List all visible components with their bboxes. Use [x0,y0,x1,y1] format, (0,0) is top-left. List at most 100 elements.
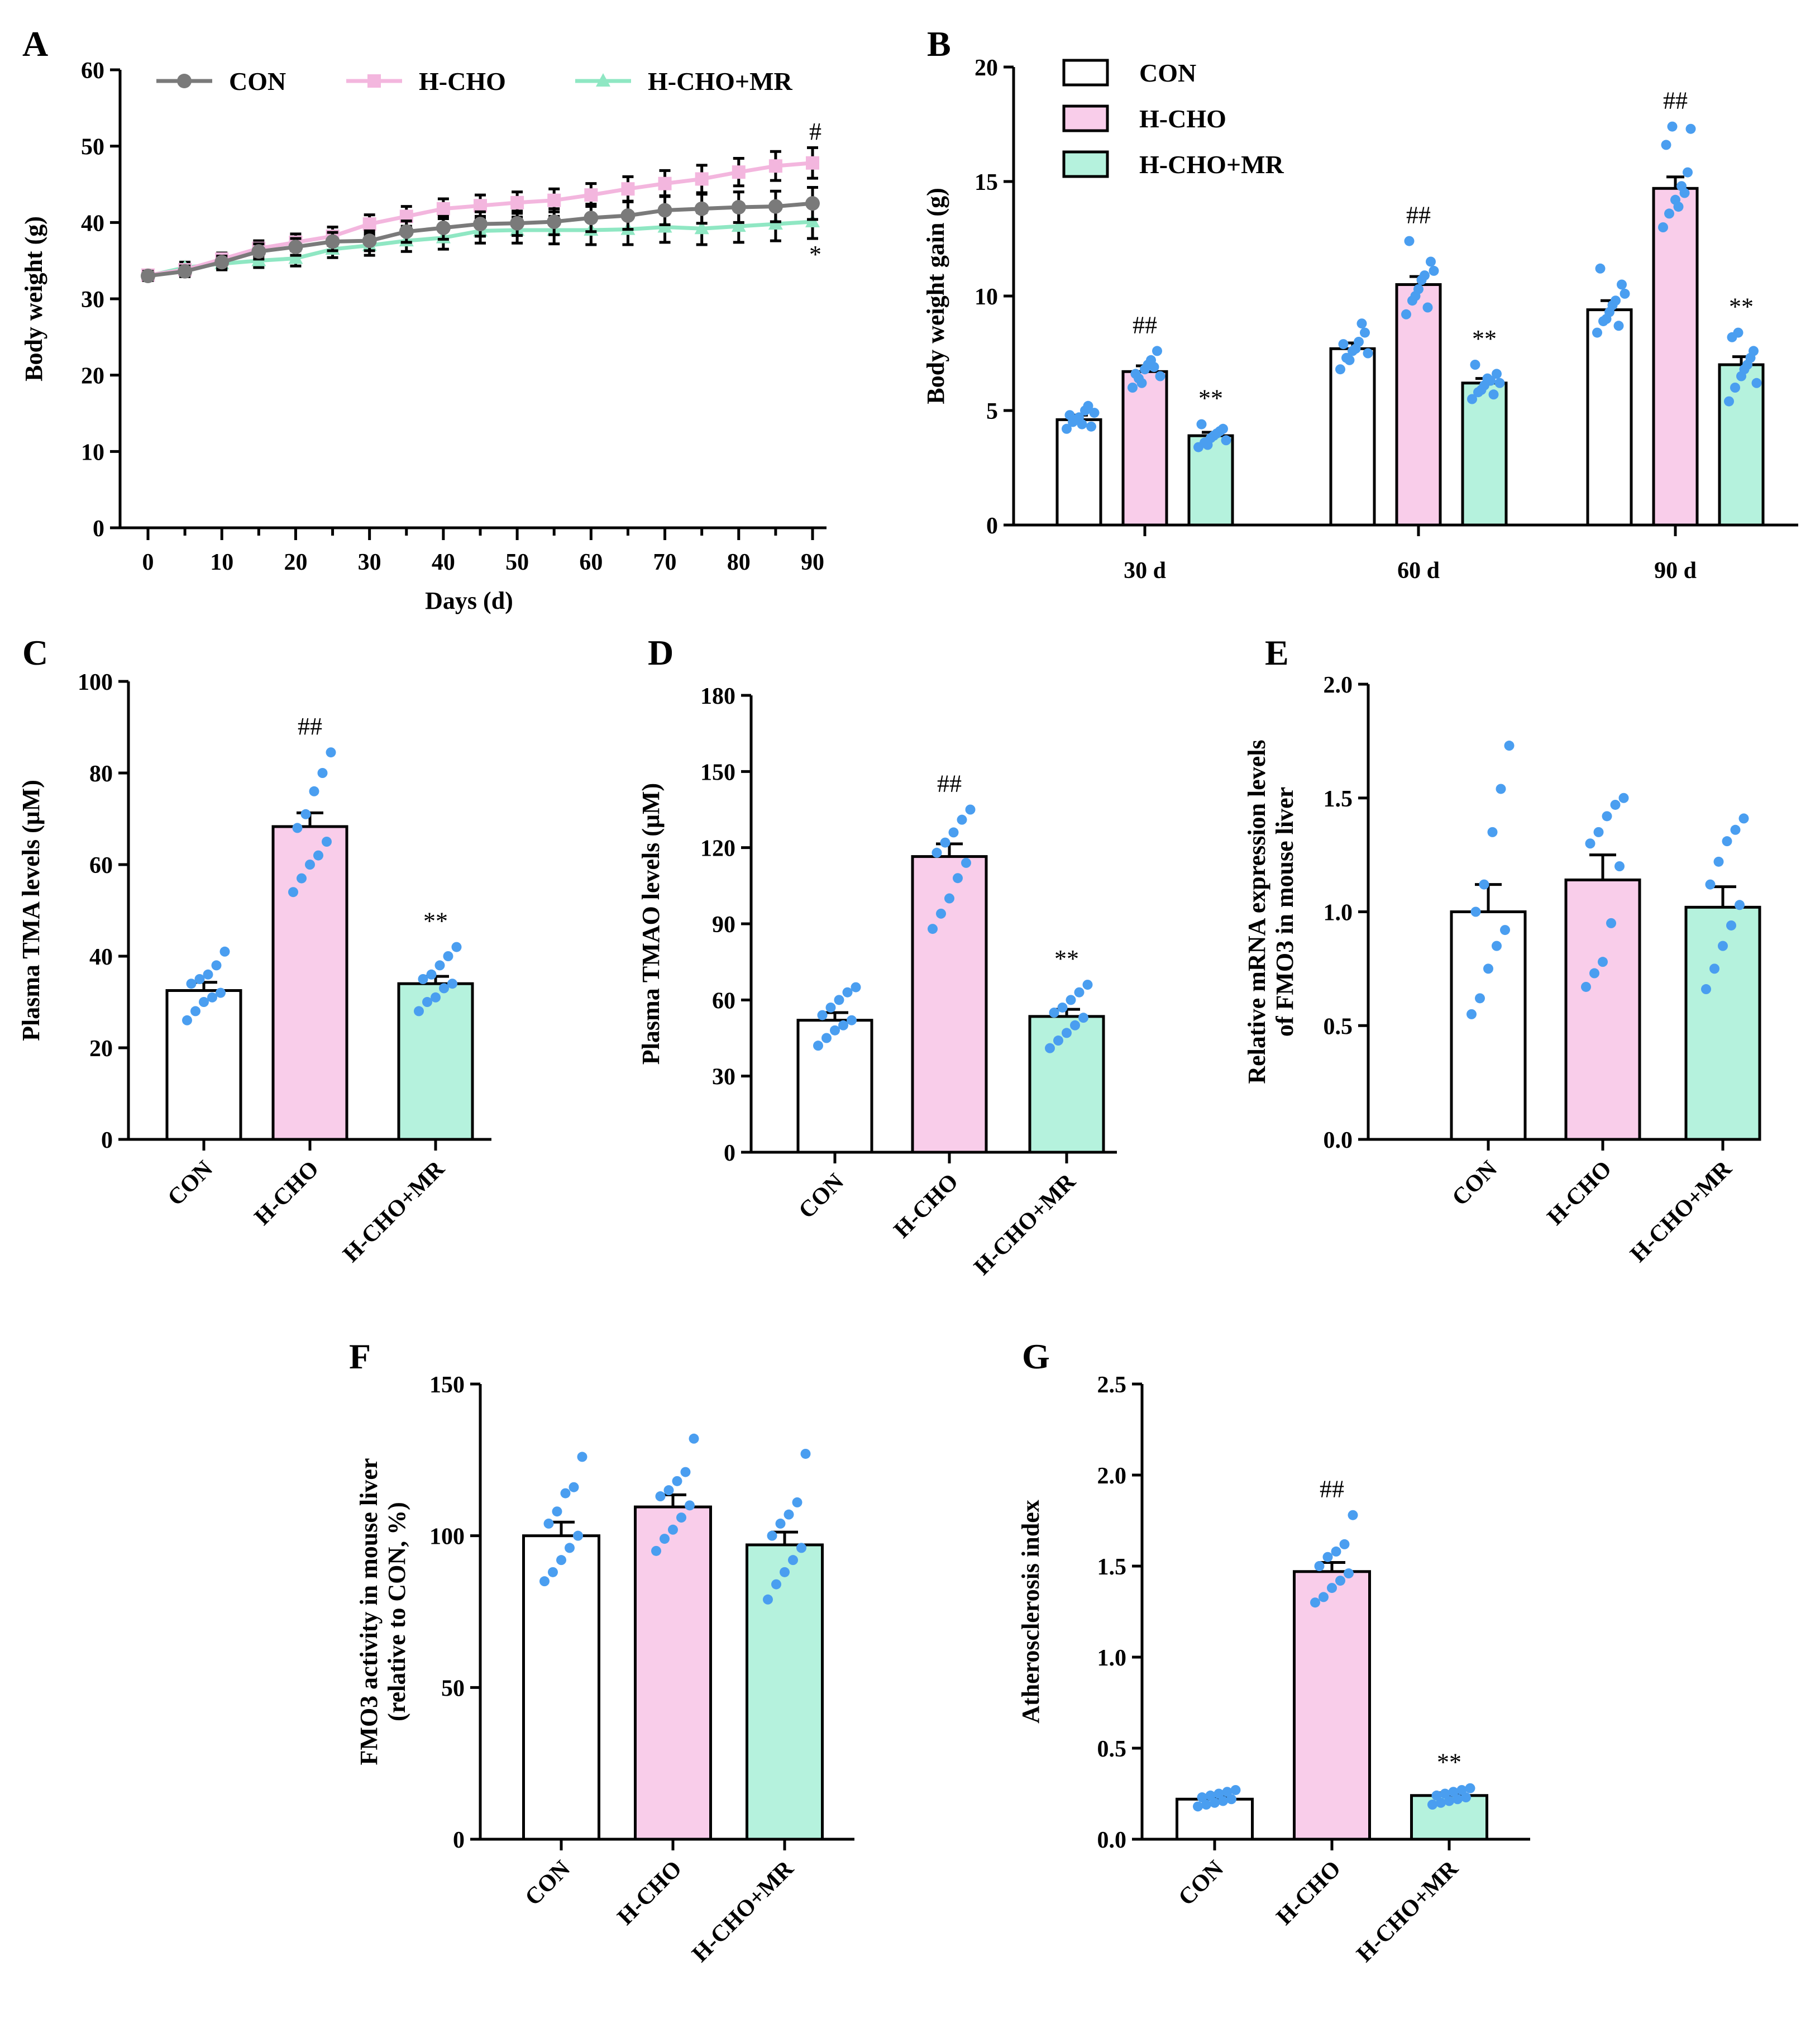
marker-h-cho [474,199,487,213]
y-axis-label: Atherosclerosis index [1017,1500,1044,1723]
data-point [1074,987,1085,998]
data-point [1479,879,1489,890]
marker-con [547,214,562,229]
panel-letter-b: B [927,24,951,64]
y-tick-label: 60 [89,853,113,879]
significance-annotation: ** [1198,385,1223,412]
data-point [1221,435,1231,446]
panel-letter-g: G [1022,1337,1050,1376]
data-point [186,979,197,989]
significance-annotation: # [809,118,821,145]
x-tick-label: H-CHO+MR [687,1855,799,1967]
data-point [830,1025,840,1036]
data-point [1422,302,1433,313]
data-point [1062,1028,1072,1038]
y-tick-label: 30 [712,1065,735,1090]
data-point [182,1015,192,1025]
marker-h-cho [621,182,635,196]
bar-h-cho-mr [746,1543,824,1841]
data-point [961,857,971,868]
data-point [1730,824,1741,835]
data-point [1482,373,1493,384]
legend-label: H-CHO [419,67,506,96]
data-point [207,992,217,1003]
y-axis-label: of FMO3 in mouse liver [1271,787,1298,1037]
marker-h-cho [547,193,561,207]
data-point [1427,1800,1437,1810]
y-tick-label: 60 [81,58,104,84]
data-point [1618,793,1629,803]
data-point [1196,419,1207,430]
data-point [788,1555,798,1566]
panel-letter-f: F [349,1337,371,1376]
data-point [1404,236,1415,246]
data-point [569,1482,579,1492]
data-point [1331,1546,1341,1557]
data-point [560,1488,571,1499]
data-point [1470,906,1481,917]
data-point [216,987,226,998]
panel-f-bar-chart: F 0 50 100 150 FMO3 activity in mouse liver(… [349,1337,854,1967]
x-tick-label: 60 d [1397,558,1440,584]
data-point [1197,1792,1207,1803]
data-point [1202,440,1213,450]
data-point [577,1452,587,1462]
data-point [1356,318,1367,329]
data-point [1314,1561,1325,1571]
data-point [1070,1020,1080,1030]
panel-letter-a: A [22,24,48,64]
data-point [1350,343,1361,354]
data-point [548,1567,558,1577]
data-point [1128,383,1138,393]
data-point [1222,1787,1233,1797]
y-tick-label: 120 [700,836,735,862]
data-point [792,1497,802,1507]
y-tick-label: 0.0 [1324,1128,1353,1153]
data-point [1661,140,1671,150]
bar-h-cho-mr [397,982,474,1141]
y-tick-label: 80 [89,761,113,787]
data-point [1504,741,1515,751]
significance-annotation: ** [1472,325,1497,352]
data-point [203,969,213,980]
data-point [1465,1783,1475,1793]
data-point [1500,925,1510,936]
data-point [676,1512,686,1523]
y-tick-label: 5 [986,399,998,424]
x-tick-label: H-CHO+MR [1626,1156,1737,1267]
x-tick-label: 0 [142,550,154,575]
x-tick-label: H-CHO+MR [1352,1855,1464,1967]
data-point [305,860,315,870]
data-point [1363,348,1373,359]
data-point [1077,419,1087,430]
data-point [1607,300,1618,311]
data-point [1448,1787,1459,1797]
x-tick-label: H-CHO+MR [969,1168,1081,1280]
data-point [543,1518,554,1529]
bar-h-cho [634,1505,712,1841]
legend-marker [596,73,610,87]
significance-annotation: ** [1054,945,1079,972]
significance-annotation: ## [1663,87,1688,114]
data-point [1658,222,1668,232]
x-tick-label: 60 [579,550,603,575]
data-point [1470,360,1480,370]
data-point [1461,1792,1471,1803]
data-point [1593,827,1604,837]
data-point [1476,385,1487,395]
marker-con [141,269,155,283]
y-tick-label: 0 [724,1141,735,1166]
data-point [1724,396,1734,407]
x-tick-label: 10 [210,550,233,575]
data-point [838,1020,848,1030]
legend-marker [177,74,192,88]
y-tick-label: 0 [101,1128,113,1153]
marker-con [436,220,451,235]
data-point [326,747,336,758]
data-point [800,1448,811,1459]
data-point [1155,371,1165,381]
marker-h-cho-mr [288,250,303,264]
y-tick-label: 15 [975,170,998,195]
y-tick-label: 180 [700,684,735,709]
data-point [1226,1794,1236,1805]
